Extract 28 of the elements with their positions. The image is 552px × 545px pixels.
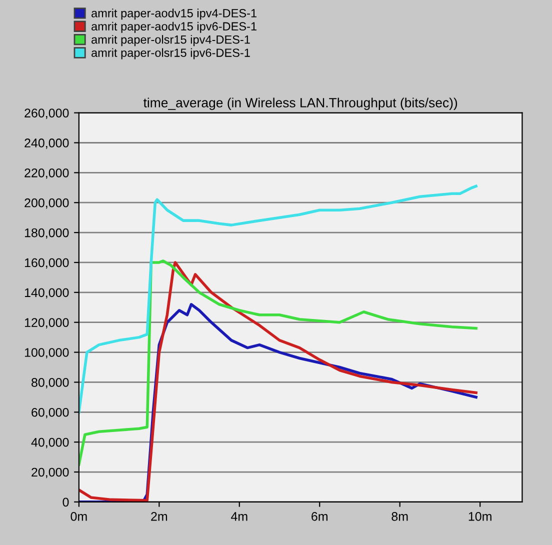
- line-series: [78, 260, 478, 466]
- legend-label: amrit paper-aodv15 ipv6-DES-1: [92, 22, 256, 33]
- x-tick-label: 2m: [151, 512, 168, 521]
- y-tick-label: 0: [62, 498, 69, 507]
- x-tick-label: 4m: [230, 512, 248, 521]
- y-tick-label: 160,000: [24, 258, 69, 269]
- y-tick-label: 120,000: [24, 318, 69, 328]
- line-series: [78, 184, 478, 414]
- x-tick-label: 8m: [392, 512, 408, 521]
- x-tick-label: 10m: [468, 512, 492, 521]
- x-tick-label: 6m: [312, 512, 328, 521]
- y-tick-label: 180,000: [24, 228, 69, 239]
- legend-label: amrit paper-olsr15 ipv4-DES-1: [92, 35, 250, 46]
- y-tick-label: 200,000: [24, 198, 69, 209]
- y-tick-label: 20,000: [32, 468, 69, 478]
- y-tick-label: 40,000: [31, 438, 69, 448]
- legend-label: amrit paper-aodv15 ipv4-DES-1: [92, 8, 256, 20]
- y-tick-label: 220,000: [24, 168, 69, 179]
- y-tick-label: 260,000: [24, 108, 69, 119]
- line-series: [78, 261, 478, 502]
- y-tick-label: 140,000: [24, 288, 69, 299]
- y-tick-label: 240,000: [24, 138, 69, 149]
- y-tick-label: 80,000: [32, 378, 69, 388]
- legend-label: amrit paper-olsr15 ipv6-DES-1: [92, 48, 250, 60]
- x-tick-label: 0m: [70, 512, 87, 521]
- y-tick-label: 100,000: [24, 348, 69, 358]
- y-tick-label: 60,000: [32, 408, 69, 418]
- chart-title: time_average (in Wireless LAN.Throughput (bits/sec)): [143, 98, 458, 110]
